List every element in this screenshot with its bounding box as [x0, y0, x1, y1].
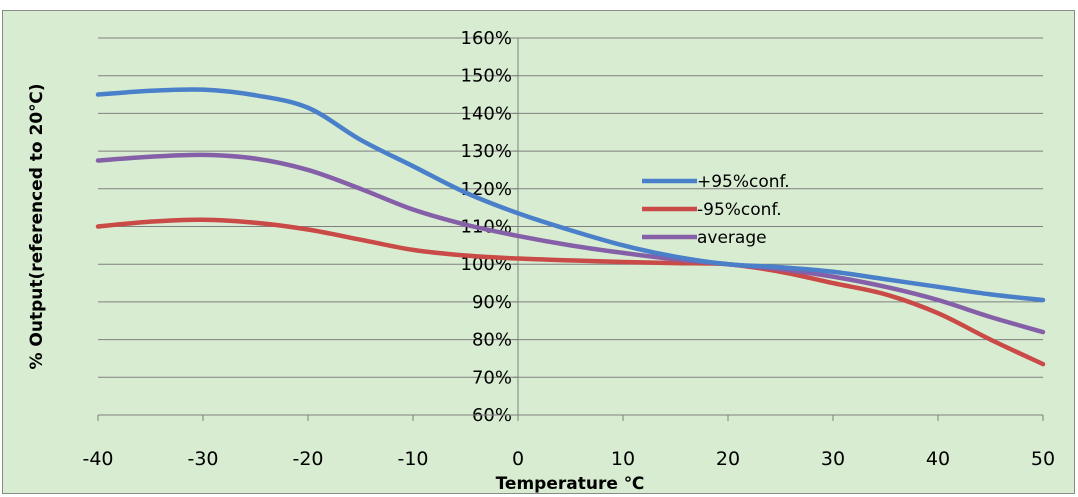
series-line-average	[95, 152, 1046, 335]
y-tick-label: 130%	[461, 141, 512, 162]
y-tick-label: 80%	[472, 330, 512, 351]
legend: +95%conf. -95%conf. average	[642, 172, 790, 248]
x-tick-label: 20	[716, 448, 740, 470]
legend-label-95-conf: +95%conf.	[697, 172, 790, 192]
x-tick-label: 40	[926, 448, 950, 470]
x-tick-label: -10	[397, 448, 428, 470]
y-axis-title: % Output(referenced to 20℃)	[27, 83, 47, 369]
gridlines	[98, 37, 1043, 378]
series-lines	[95, 87, 1046, 367]
y-tick-label: 150%	[461, 66, 512, 87]
y-tick-label: 140%	[461, 103, 512, 124]
x-tick-labels: -40 -30 -20 -10 0 10 20 30 40 50	[82, 448, 1055, 470]
y-tick-label: 120%	[461, 179, 512, 200]
chart-background	[2, 10, 1075, 494]
x-tick-label: 0	[512, 448, 524, 470]
x-tick-label: 50	[1031, 448, 1055, 470]
series-line-95-conf	[95, 87, 1046, 303]
x-tick-label: -40	[82, 448, 113, 470]
chart-canvas: 60%70%80%90%100%110%120%130%140%150%160%…	[2, 10, 1075, 494]
legend-label-95-conf: -95%conf.	[697, 200, 782, 220]
series-line-95-conf	[95, 217, 1046, 367]
legend-label-average: average	[697, 228, 767, 248]
y-tick-label: 70%	[472, 367, 512, 388]
x-axis-title: Temperature ℃	[496, 474, 645, 494]
x-tick-label: -30	[187, 448, 218, 470]
x-tick-label: -20	[292, 448, 323, 470]
x-tick-label: 10	[611, 448, 635, 470]
y-tick-label: 90%	[472, 292, 512, 313]
y-tick-label: 160%	[461, 28, 512, 49]
x-tick-label: 30	[821, 448, 845, 470]
temperature-output-chart: 60% 70% 80% 90% 100% 110% 120% 130% 140% 150% 160%…	[2, 10, 1075, 494]
axes	[97, 37, 1044, 421]
